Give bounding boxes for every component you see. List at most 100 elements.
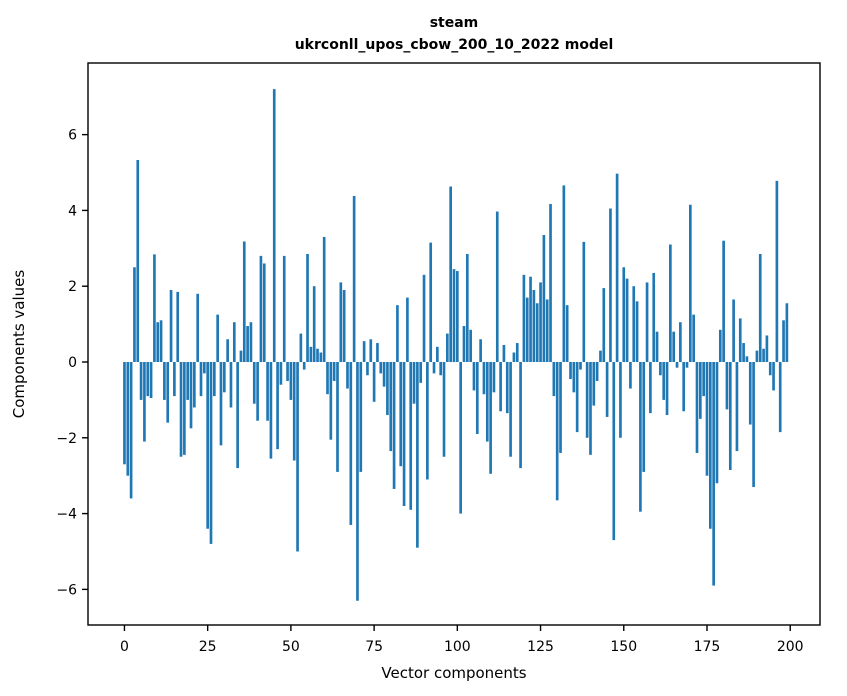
bar (575, 362, 579, 433)
bar (276, 362, 279, 450)
bar (226, 339, 229, 362)
bar (386, 362, 389, 416)
bar (189, 362, 193, 429)
bar (302, 362, 306, 370)
bar (392, 362, 396, 489)
bar (475, 362, 479, 434)
x-tick-label: 125 (527, 639, 554, 655)
bar (778, 362, 782, 433)
bar (545, 299, 549, 362)
bar (735, 362, 739, 452)
bar (289, 362, 293, 400)
bar (695, 362, 699, 453)
bar (133, 267, 136, 362)
bar (342, 290, 346, 362)
bar (639, 362, 642, 512)
bar (209, 362, 213, 544)
bar (349, 362, 353, 525)
bar (519, 362, 522, 469)
x-tick-label: 200 (777, 639, 804, 655)
chart-subtitle: ukrconll_upos_cbow_200_10_2022 model (295, 37, 614, 53)
bar (329, 362, 333, 440)
bar (589, 362, 592, 455)
bar (689, 204, 692, 362)
bar (359, 362, 363, 472)
bar (732, 299, 735, 362)
chart-title: steam (430, 15, 479, 31)
x-axis-label: Vector components (381, 664, 526, 682)
bar (742, 343, 745, 362)
bar (758, 254, 762, 362)
bar (326, 362, 329, 395)
bar (452, 269, 456, 363)
bar (542, 235, 546, 362)
bar (422, 274, 426, 362)
bar (539, 282, 542, 362)
bar (479, 339, 482, 362)
bar (748, 362, 752, 425)
bar (489, 362, 492, 474)
bar (322, 236, 326, 362)
bar (552, 362, 556, 397)
bar (679, 322, 682, 362)
bar (149, 362, 153, 398)
bar (382, 362, 386, 387)
y-tick-label: 2 (68, 279, 77, 295)
bar (292, 362, 296, 461)
bar (156, 322, 160, 362)
bar (572, 362, 576, 393)
bar (242, 241, 246, 362)
bar (153, 254, 156, 363)
bar (699, 362, 702, 419)
bar (216, 314, 219, 362)
bar (376, 343, 379, 362)
bar (419, 362, 423, 383)
bar (472, 362, 476, 391)
bar (352, 196, 356, 363)
bar (309, 346, 313, 362)
bar (505, 362, 509, 414)
y-tick-label: −6 (56, 582, 77, 598)
bar (346, 362, 349, 389)
bar (559, 362, 562, 453)
x-tick-label: 50 (282, 639, 300, 655)
bar (266, 362, 269, 421)
bar (239, 350, 243, 362)
bar (436, 346, 439, 362)
bar (299, 333, 303, 362)
bar (605, 362, 609, 417)
bar (502, 344, 506, 362)
bar (123, 362, 126, 465)
bar (722, 240, 725, 362)
bar (316, 348, 319, 362)
bar (765, 335, 769, 362)
bar (645, 282, 649, 362)
bar (336, 362, 339, 472)
bar (372, 362, 376, 402)
bar (705, 362, 709, 476)
bar (183, 362, 186, 455)
bar (595, 362, 599, 381)
bar (236, 362, 239, 469)
bar (306, 254, 309, 362)
bar (206, 362, 209, 529)
bar (129, 362, 133, 499)
bar (259, 255, 263, 362)
bar (362, 341, 366, 362)
bar (659, 362, 662, 376)
bar (252, 362, 256, 404)
bar (738, 318, 742, 362)
bar (692, 314, 695, 362)
y-tick-label: −2 (56, 431, 77, 447)
bar (582, 241, 586, 362)
bar (499, 362, 502, 412)
bar (432, 362, 436, 374)
bar (196, 293, 200, 362)
bar (332, 362, 336, 381)
bar (565, 305, 569, 362)
bar (775, 180, 779, 362)
bar (319, 352, 323, 362)
bar (625, 278, 629, 362)
bar (139, 362, 143, 400)
bar (622, 267, 626, 362)
